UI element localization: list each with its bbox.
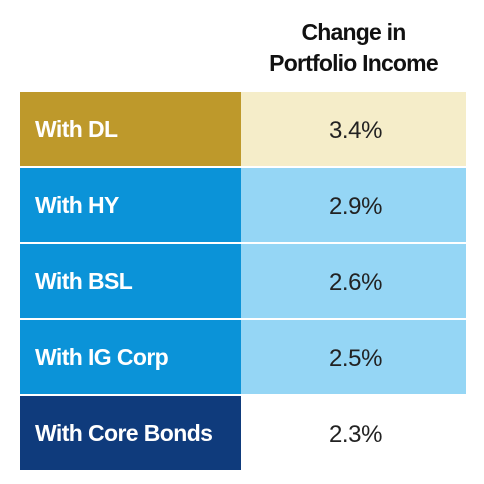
row-label-cell <box>20 244 241 318</box>
row-value: 2.3% <box>329 421 382 448</box>
row-label: With Core Bonds <box>35 420 212 446</box>
column-header-line: Change in <box>302 19 406 45</box>
table-rows: With DL 3.4% With HY 2.9% With BSL 2.6% With I… <box>20 92 466 470</box>
row-label: With DL <box>35 116 118 142</box>
row-label-cell <box>20 168 241 242</box>
row-value-cell <box>241 168 466 242</box>
table-row: With HY 2.9% <box>20 168 466 242</box>
row-value: 2.6% <box>329 269 382 296</box>
row-value: 2.5% <box>329 345 382 372</box>
row-value-cell <box>241 320 466 394</box>
column-header-line: Portfolio Income <box>269 50 438 76</box>
row-value-cell <box>241 92 466 166</box>
row-label: With HY <box>35 192 119 218</box>
row-value: 2.9% <box>329 193 382 220</box>
table-row: With DL 3.4% <box>20 92 466 166</box>
table-row: With Core Bonds 2.3% <box>20 396 466 470</box>
row-label-cell <box>20 320 241 394</box>
row-value-cell <box>241 244 466 318</box>
table-row: With BSL 2.6% <box>20 244 466 318</box>
table-row: With IG Corp 2.5% <box>20 320 466 394</box>
row-value-cell <box>241 396 466 470</box>
row-label: With IG Corp <box>35 344 169 370</box>
row-label: With BSL <box>35 268 133 294</box>
column-header: Change in Portfolio Income <box>269 19 438 76</box>
row-label-cell <box>20 92 241 166</box>
row-label-cell <box>20 396 241 470</box>
row-value: 3.4% <box>329 117 382 144</box>
